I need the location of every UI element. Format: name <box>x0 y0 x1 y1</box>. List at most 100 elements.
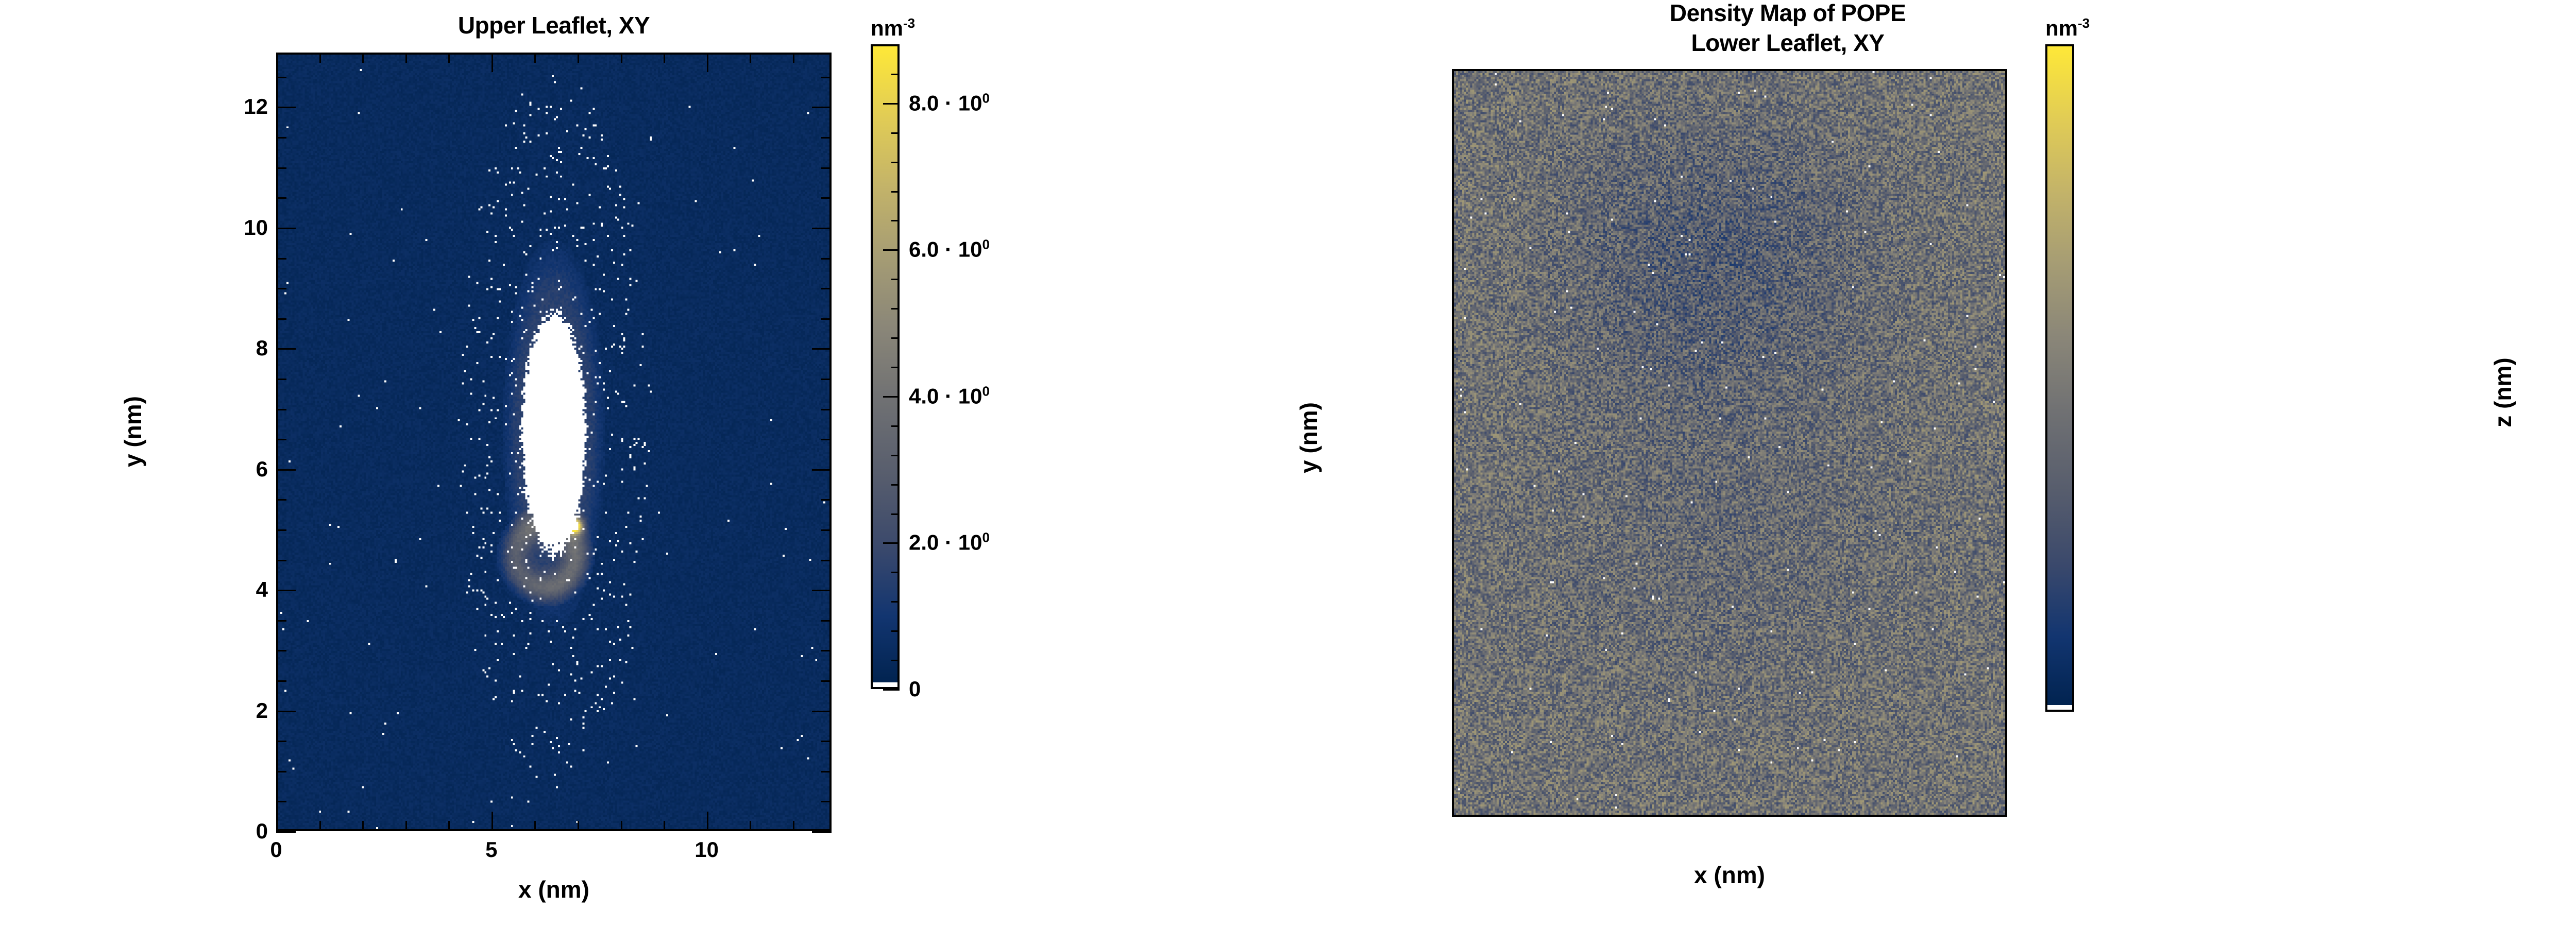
x-major-tick <box>276 53 278 72</box>
x-minor-tick <box>448 53 450 63</box>
y-minor-tick <box>821 650 832 652</box>
colorbar-lower-leaflet[interactable] <box>2045 44 2074 712</box>
y-minor-tick <box>821 741 832 743</box>
y-minor-tick <box>276 650 286 652</box>
x-minor-tick <box>792 821 794 831</box>
y-tick-label: 2 <box>256 698 268 723</box>
y-axis-title-upper-leaflet: y (nm) <box>120 396 146 467</box>
x-minor-tick <box>620 821 622 831</box>
x-minor-tick <box>620 53 622 63</box>
x-major-tick <box>706 812 708 831</box>
y-minor-tick <box>821 770 832 772</box>
heatmap-axes-upper-leaflet[interactable] <box>276 53 832 831</box>
y-minor-tick <box>276 378 286 380</box>
colorbar-minor-tick <box>891 73 900 75</box>
y-minor-tick <box>276 318 286 320</box>
x-major-tick <box>491 53 493 72</box>
y-minor-tick <box>276 439 286 441</box>
y-major-tick <box>276 590 296 592</box>
x-axis-title-lower-leaflet: x (nm) <box>1694 862 1765 888</box>
y-minor-tick <box>821 167 832 169</box>
x-tick-label: 0 <box>270 837 282 862</box>
colorbar-major-tick <box>883 249 900 251</box>
colorbar-unit-lower-leaflet: nm-3 <box>2045 15 2090 40</box>
y-major-tick <box>276 227 296 229</box>
heatmap-axes-lower-leaflet[interactable] <box>1452 69 2007 817</box>
panel-upper-leaflet-xy: Upper Leaflet, XY 0 5 10 0 2 4 6 8 10 12 x (nm) y… <box>0 0 1236 927</box>
x-tick-label: 5 <box>485 837 498 862</box>
colorbar-minor-tick <box>891 161 900 163</box>
y-major-tick <box>276 469 296 471</box>
x-minor-tick <box>577 53 579 63</box>
y-major-tick <box>812 831 832 833</box>
heatmap-image-lower-leaflet <box>1454 71 2005 815</box>
y-axis-title-transversal: z (nm) <box>2489 357 2516 427</box>
y-minor-tick <box>821 378 832 380</box>
x-major-tick <box>491 812 493 831</box>
x-axis-title-upper-leaflet: x (nm) <box>518 876 589 903</box>
y-minor-tick <box>276 408 286 410</box>
colorbar-minor-tick <box>891 630 900 632</box>
colorbar-tick-label: 6.0 · 100 <box>909 236 990 262</box>
x-minor-tick <box>319 53 321 63</box>
y-minor-tick <box>276 76 286 78</box>
x-minor-tick <box>577 821 579 831</box>
x-tick-label: 10 <box>694 837 719 862</box>
y-minor-tick <box>276 258 286 260</box>
x-minor-tick <box>750 53 752 63</box>
colorbar-minor-tick <box>891 337 900 339</box>
panel-title-upper-leaflet: Upper Leaflet, XY <box>457 12 650 39</box>
y-major-tick <box>276 831 296 833</box>
y-minor-tick <box>276 288 286 290</box>
x-minor-tick <box>319 821 321 831</box>
y-minor-tick <box>276 680 286 682</box>
x-major-tick <box>276 812 278 831</box>
colorbar-minor-tick <box>891 308 900 310</box>
colorbar-underflow-swatch <box>873 682 897 687</box>
x-minor-tick <box>664 53 666 63</box>
colorbar-minor-tick <box>891 484 900 486</box>
x-minor-tick <box>750 821 752 831</box>
heatmap-image-upper-leaflet <box>278 55 829 829</box>
x-minor-tick <box>792 53 794 63</box>
y-minor-tick <box>821 258 832 260</box>
y-minor-tick <box>276 620 286 622</box>
colorbar-minor-tick <box>891 601 900 603</box>
x-minor-tick <box>362 53 364 63</box>
y-minor-tick <box>276 741 286 743</box>
panel-title-lower-leaflet: Lower Leaflet, XY <box>1691 29 1885 56</box>
y-major-tick <box>812 469 832 471</box>
panel-transversal-view-yz: Transversal View, YZ 0.02.55.07.510.012.… <box>2473 0 2576 927</box>
y-minor-tick <box>821 529 832 531</box>
y-major-tick <box>812 590 832 592</box>
y-minor-tick <box>821 620 832 622</box>
y-minor-tick <box>821 499 832 501</box>
colorbar-minor-tick <box>891 572 900 574</box>
y-minor-tick <box>821 76 832 78</box>
y-minor-tick <box>821 408 832 410</box>
figure-suptitle: Density Map of POPE <box>1669 0 1906 26</box>
x-minor-tick <box>405 53 407 63</box>
y-major-tick <box>812 227 832 229</box>
y-minor-tick <box>276 529 286 531</box>
y-minor-tick <box>821 288 832 290</box>
colorbar-tick-label: 2.0 · 100 <box>909 529 990 555</box>
y-major-tick <box>812 348 832 350</box>
x-minor-tick <box>534 821 536 831</box>
y-tick-label: 12 <box>244 94 268 119</box>
x-minor-tick <box>405 821 407 831</box>
y-tick-label: 10 <box>244 215 268 239</box>
colorbar-underflow-swatch <box>2047 705 2072 710</box>
y-major-tick <box>276 710 296 712</box>
x-minor-tick <box>448 821 450 831</box>
y-major-tick <box>812 710 832 712</box>
y-minor-tick <box>276 499 286 501</box>
y-minor-tick <box>821 680 832 682</box>
colorbar-major-tick <box>883 542 900 544</box>
colorbar-minor-tick <box>891 191 900 193</box>
y-minor-tick <box>276 559 286 561</box>
y-minor-tick <box>821 137 832 139</box>
y-minor-tick <box>276 770 286 772</box>
colorbar-minor-tick <box>891 279 900 281</box>
